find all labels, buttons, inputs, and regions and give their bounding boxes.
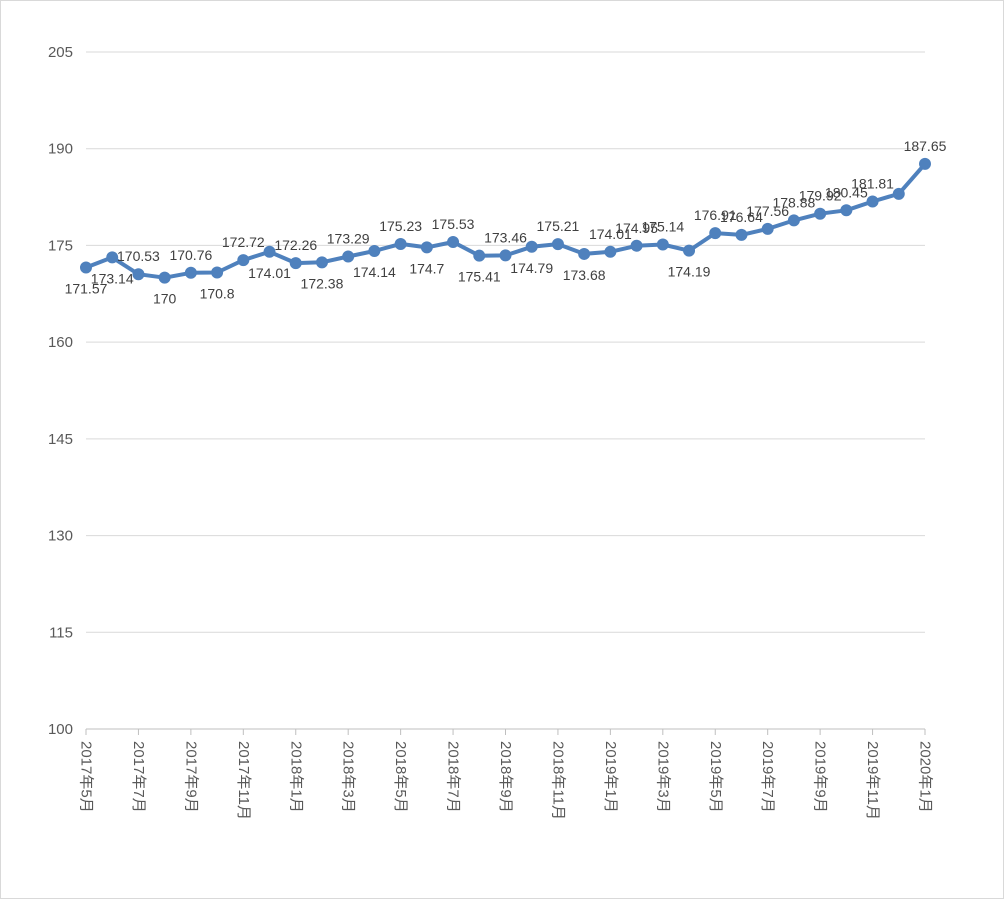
- data-label: 173.29: [327, 230, 370, 246]
- data-point: [106, 251, 119, 264]
- y-tick-label: 130: [48, 528, 73, 545]
- x-tick-label: 2017年9月: [182, 741, 199, 813]
- data-label: 179.92: [799, 188, 842, 204]
- x-tick-label: 2018年9月: [497, 741, 514, 813]
- data-point: [578, 247, 591, 260]
- data-point: [368, 244, 381, 257]
- data-label: 173.68: [563, 267, 606, 283]
- data-label: 173.46: [484, 229, 527, 245]
- data-label: 174.95: [615, 220, 658, 236]
- data-point: [342, 250, 355, 263]
- y-tick-label: 190: [48, 141, 73, 158]
- x-tick-label: 2020年1月: [917, 741, 934, 813]
- x-tick-label: 2019年11月: [864, 741, 881, 820]
- data-point: [866, 195, 879, 208]
- data-point: [683, 244, 696, 257]
- x-tick-label: 2017年11月: [235, 741, 252, 820]
- x-tick-label: 2017年5月: [78, 741, 95, 813]
- data-point: [551, 238, 564, 251]
- data-label: 175.23: [379, 218, 422, 234]
- x-tick-label: 2018年11月: [549, 741, 566, 820]
- data-label: 174.19: [668, 264, 711, 280]
- data-label: 175.41: [458, 269, 501, 285]
- x-tick-label: 2018年3月: [340, 741, 357, 813]
- data-label: 175.53: [432, 216, 475, 232]
- data-point: [158, 271, 171, 284]
- data-point: [604, 245, 617, 258]
- data-point: [787, 214, 800, 227]
- data-point: [132, 268, 145, 281]
- y-tick-label: 160: [48, 334, 73, 351]
- data-point: [184, 266, 197, 279]
- data-point: [709, 227, 722, 240]
- x-tick-label: 2017年7月: [130, 741, 147, 813]
- data-label: 174.79: [510, 260, 553, 276]
- data-label: 187.65: [904, 138, 947, 154]
- data-point: [656, 238, 669, 251]
- y-tick-label: 145: [48, 431, 73, 448]
- data-point: [735, 228, 748, 241]
- data-label: 175.14: [641, 219, 684, 235]
- data-point: [420, 241, 433, 254]
- data-point: [499, 249, 512, 262]
- data-point: [237, 254, 250, 267]
- data-point: [919, 157, 931, 170]
- data-label: 170: [153, 291, 177, 307]
- data-point: [892, 187, 905, 200]
- data-label: 173.14: [91, 270, 134, 286]
- x-tick-label: 2019年5月: [707, 741, 724, 813]
- y-tick-label: 100: [48, 721, 73, 738]
- x-tick-label: 2018年7月: [445, 741, 462, 813]
- data-point: [447, 236, 460, 249]
- data-label: 170.8: [200, 286, 235, 302]
- data-point: [80, 261, 92, 274]
- x-tick-label: 2019年3月: [654, 741, 671, 813]
- data-label: 174.01: [589, 226, 632, 242]
- data-point: [263, 245, 276, 258]
- x-tick-label: 2018年1月: [287, 741, 304, 813]
- x-tick-label: 2019年7月: [759, 741, 776, 813]
- data-label: 178.88: [772, 194, 815, 210]
- data-label: 177.56: [746, 203, 789, 219]
- data-label: 172.72: [222, 234, 265, 250]
- data-label: 176.64: [720, 209, 763, 225]
- data-label: 170.53: [117, 248, 160, 264]
- y-tick-label: 205: [48, 44, 73, 61]
- data-point: [525, 240, 538, 253]
- data-point: [814, 207, 827, 220]
- data-point: [394, 237, 407, 250]
- data-label: 176.91: [694, 207, 737, 223]
- data-point: [289, 257, 302, 270]
- data-point: [211, 266, 224, 279]
- data-point: [840, 204, 853, 217]
- data-label: 181.81: [851, 176, 894, 192]
- data-label: 175.21: [537, 218, 580, 234]
- data-point: [473, 249, 486, 262]
- x-tick-label: 2019年9月: [812, 741, 829, 813]
- data-label: 170.76: [169, 247, 212, 263]
- data-label: 172.38: [301, 275, 344, 291]
- data-point: [315, 256, 328, 269]
- data-label: 174.01: [248, 265, 291, 281]
- y-tick-label: 115: [49, 624, 73, 641]
- x-tick-label: 2019年1月: [602, 741, 619, 813]
- data-label: 171.57: [65, 281, 108, 297]
- data-label: 180.45: [825, 184, 868, 200]
- data-label: 172.26: [274, 237, 317, 253]
- data-label: 174.7: [409, 260, 444, 276]
- y-tick-label: 175: [48, 237, 73, 254]
- data-label: 174.14: [353, 264, 396, 280]
- x-tick-label: 2018年5月: [392, 741, 409, 813]
- data-point: [761, 222, 774, 235]
- data-point: [630, 239, 643, 252]
